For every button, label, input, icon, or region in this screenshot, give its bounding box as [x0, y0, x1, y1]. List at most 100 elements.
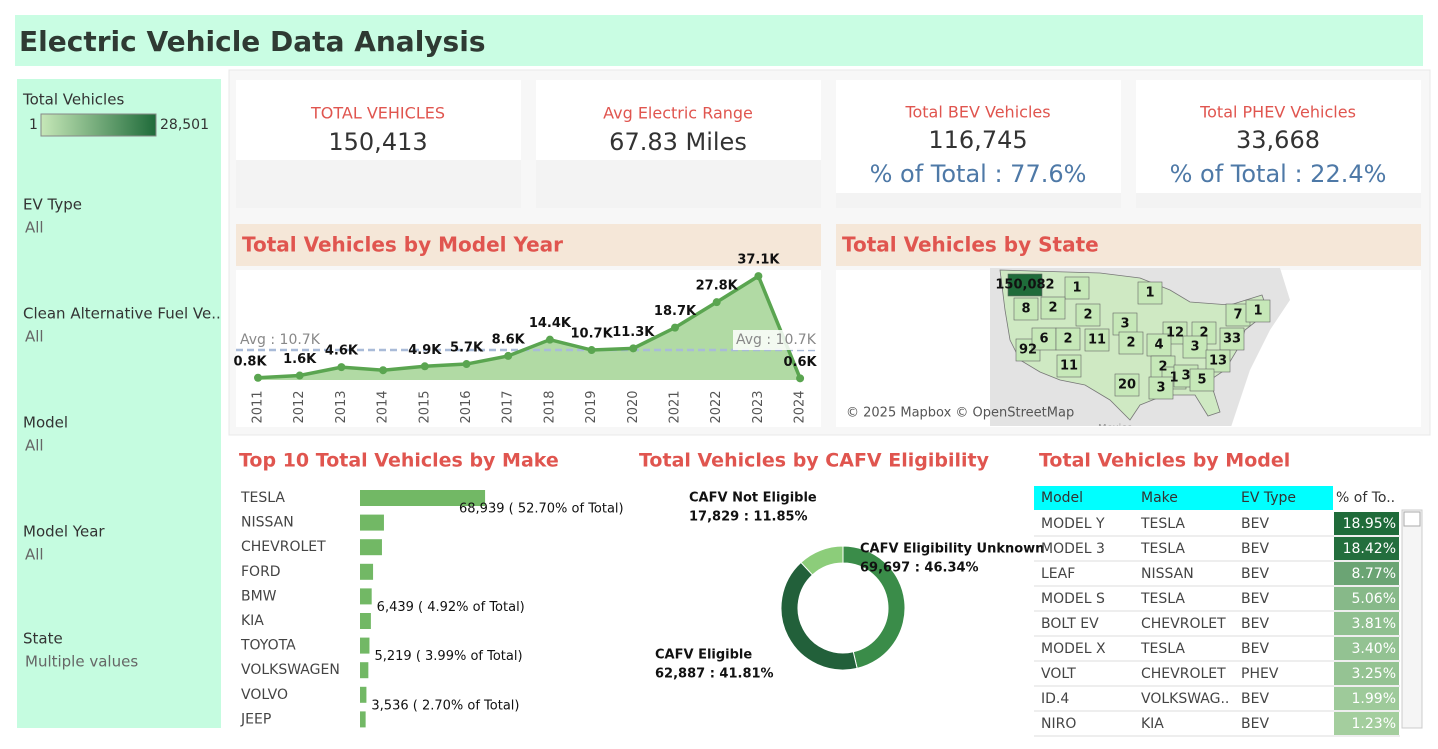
filter-label: Model — [23, 414, 68, 432]
point — [504, 351, 513, 360]
donut-slice — [780, 561, 858, 671]
point — [545, 335, 554, 344]
state — [1148, 376, 1174, 400]
pct-cell — [1334, 637, 1399, 660]
kpi-value: 67.83 Miles — [609, 128, 747, 156]
column-header[interactable]: Make — [1141, 490, 1178, 506]
state-label: 7 — [1233, 308, 1242, 323]
table-cell: BEV — [1241, 591, 1269, 607]
state — [1056, 354, 1082, 378]
state — [1013, 297, 1039, 321]
state-label: 4 — [1154, 338, 1163, 353]
bar — [360, 637, 370, 654]
state-label: 13 — [1209, 354, 1227, 369]
state — [1064, 276, 1090, 300]
chart-title: Total Vehicles by State — [842, 233, 1099, 257]
bar — [360, 588, 372, 605]
bar — [360, 539, 382, 556]
value-label: 11.3K — [612, 325, 655, 340]
y-tick-label: FORD — [241, 564, 281, 580]
y-tick-label: TOYOTA — [240, 638, 296, 654]
x-tick-label: 2019 — [584, 390, 599, 423]
pct-value: 3.40% — [1352, 641, 1396, 657]
table-cell: BEV — [1241, 691, 1269, 707]
table-cell: BEV — [1241, 716, 1269, 732]
filter-value[interactable]: All — [25, 328, 44, 346]
value-label: 37.1K — [737, 253, 780, 268]
filter-value[interactable]: Multiple values — [25, 653, 138, 671]
state — [1075, 303, 1101, 327]
state-label: 2 — [1083, 308, 1092, 323]
x-tick-label: 2022 — [709, 390, 724, 423]
y-tick-label: NISSAN — [241, 515, 294, 531]
kpi-card-footer — [836, 193, 1121, 208]
state-label: 150,082 — [995, 278, 1054, 293]
x-tick-label: 2012 — [292, 390, 307, 423]
pct-value: 1.23% — [1352, 716, 1396, 732]
bar — [360, 662, 369, 679]
value-label: 0.6K — [784, 355, 818, 370]
x-tick-label: 2023 — [751, 390, 766, 423]
state-label: 3 — [1156, 381, 1165, 396]
kpi-title: Total PHEV Vehicles — [1199, 103, 1356, 122]
x-tick-label: 2013 — [334, 390, 349, 423]
value-label: 27.8K — [696, 279, 739, 294]
kpi-title: TOTAL VEHICLES — [310, 104, 445, 123]
filter-value[interactable]: All — [25, 546, 44, 564]
y-tick-label: TESLA — [240, 490, 285, 506]
state — [1182, 335, 1208, 359]
filter-value[interactable]: All — [25, 437, 44, 455]
state — [1040, 296, 1066, 320]
state — [1205, 349, 1231, 373]
state-label: 2 — [1048, 301, 1057, 316]
y-tick-label: VOLKSWAGEN — [241, 662, 340, 678]
panel-title-band — [836, 224, 1421, 266]
state — [1189, 368, 1215, 392]
x-tick-label: 2015 — [417, 390, 432, 423]
table-cell: VOLT — [1041, 666, 1076, 682]
x-tick-label: 2011 — [251, 390, 266, 423]
scrollbar-thumb[interactable] — [1403, 511, 1421, 527]
column-header[interactable]: EV Type — [1241, 490, 1296, 506]
pct-cell — [1334, 687, 1399, 710]
legend-max: 28,501 — [160, 117, 209, 133]
filter-value[interactable]: All — [25, 219, 44, 237]
point — [587, 346, 596, 355]
average-label-bg — [733, 330, 818, 350]
table-cell: MODEL Y — [1041, 516, 1105, 532]
line — [257, 273, 802, 380]
kpi-share: % of Total : 77.6% — [870, 160, 1087, 188]
filter-label: Clean Alternative Fuel Ve.. — [23, 305, 221, 323]
x-tick-label: 2014 — [376, 390, 391, 423]
table-cell: BEV — [1241, 541, 1269, 557]
state-label: 11 — [1088, 333, 1106, 348]
state-label: 2 — [1126, 336, 1135, 351]
state-label: 12 — [1166, 326, 1184, 341]
sidebar — [17, 79, 221, 728]
x-tick-label: 2017 — [501, 390, 516, 423]
kpi-card-footer — [236, 160, 521, 208]
column-header[interactable]: % of To.. — [1336, 490, 1395, 506]
bar — [360, 613, 371, 629]
header-band — [15, 15, 1423, 66]
state-label: 6 — [1039, 332, 1048, 347]
y-tick-label: CHEVROLET — [241, 539, 326, 555]
slice-label: CAFV Not Eligible — [689, 491, 817, 506]
pct-cell — [1334, 662, 1399, 685]
kpi-card — [1136, 80, 1421, 208]
table-cell: TESLA — [1140, 641, 1185, 657]
state-label: 1 — [1253, 304, 1262, 319]
y-tick-label: KIA — [241, 613, 264, 629]
kpi-value: 33,668 — [1236, 126, 1320, 154]
state-label: 3 — [1120, 317, 1129, 332]
value-label: 10.7K — [571, 327, 614, 342]
value-label: 6,439 ( 4.92% of Total) — [377, 600, 525, 615]
legend-title: Total Vehicles — [22, 91, 124, 109]
value-label: 4.9K — [408, 343, 442, 358]
table-cell: BEV — [1241, 641, 1269, 657]
page-title: Electric Vehicle Data Analysis — [19, 25, 485, 58]
scrollbar-track — [1401, 509, 1423, 729]
bar — [360, 490, 486, 506]
column-header[interactable]: Model — [1041, 490, 1083, 506]
